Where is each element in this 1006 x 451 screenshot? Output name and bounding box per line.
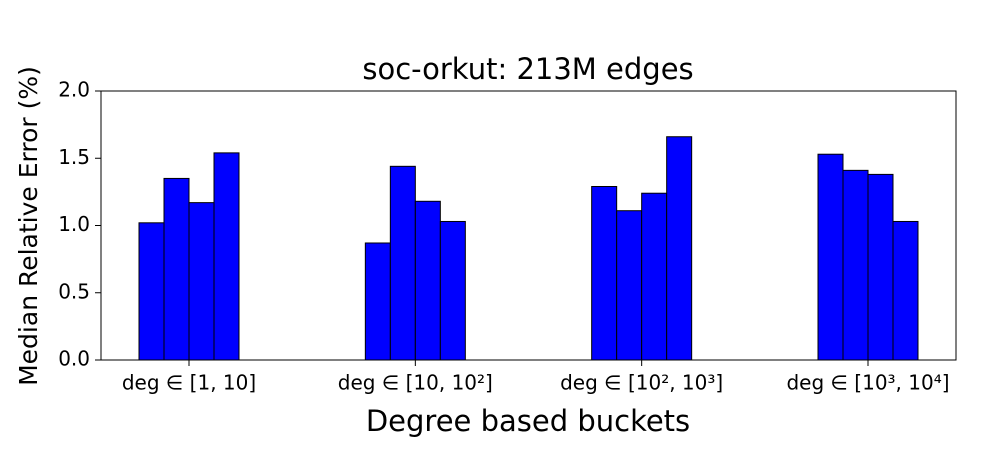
bar: [842, 169, 869, 361]
y-tick-label: 1.0: [58, 212, 90, 236]
y-tick-label: 2.0: [58, 78, 90, 102]
bar: [817, 153, 844, 361]
bar: [439, 220, 466, 361]
x-tick-label: deg ∈ [10, 10²]: [338, 371, 493, 395]
bar: [666, 136, 693, 361]
x-tick-label: deg ∈ [10², 10³]: [560, 371, 723, 395]
y-tick-label: 0.5: [58, 279, 90, 303]
bar: [867, 173, 894, 361]
bar: [892, 220, 919, 361]
bar: [414, 200, 441, 361]
bar: [138, 222, 165, 361]
bar: [163, 177, 190, 361]
bar: [591, 185, 618, 361]
y-tick-label: 1.5: [58, 145, 90, 169]
chart-title: soc-orkut: 213M edges: [362, 52, 693, 86]
bar: [389, 165, 416, 361]
bar: [188, 202, 215, 361]
y-axis-label: Median Relative Error (%): [14, 66, 43, 386]
x-tick-label: deg ∈ [1, 10]: [122, 371, 256, 395]
bar: [364, 242, 391, 361]
bar: [616, 210, 643, 361]
bar: [641, 192, 668, 361]
x-axis-label: Degree based buckets: [366, 404, 690, 438]
plot-frame: [100, 90, 957, 361]
bar: [213, 152, 240, 361]
x-tick-label: deg ∈ [10³, 10⁴]: [786, 371, 949, 395]
y-tick-label: 0.0: [58, 347, 90, 371]
